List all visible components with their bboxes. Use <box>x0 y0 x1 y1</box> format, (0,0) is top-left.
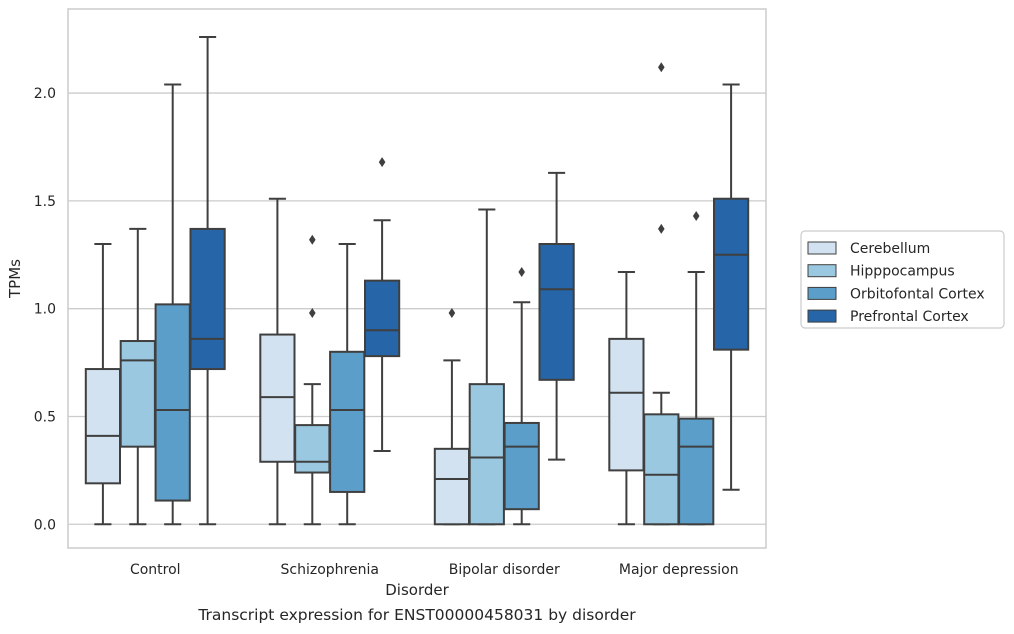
box-prefrontal-cortex <box>538 171 575 461</box>
x-tick-label: Major depression <box>619 562 739 578</box>
box-iqr <box>503 421 540 511</box>
box-orbitofontal-cortex <box>678 210 715 526</box>
y-tick-label: 0.0 <box>34 517 56 533</box>
box-hipppocampus <box>119 227 156 526</box>
x-tick-label: Schizophrenia <box>281 562 379 578</box>
box-iqr <box>538 243 575 381</box>
box-iqr <box>119 340 156 448</box>
box-iqr <box>294 424 331 474</box>
legend-swatch <box>807 241 837 255</box>
y-axis-label: TPMs <box>6 259 24 299</box>
legend-label: Hipppocampus <box>850 264 955 280</box>
legend-frame <box>800 230 1005 329</box>
box-prefrontal-cortex <box>189 36 226 526</box>
legend-label: Cerebellum <box>850 241 930 257</box>
outlier-point <box>518 267 525 278</box>
box-iqr <box>608 337 645 472</box>
box-cerebellum <box>84 243 122 526</box>
outlier-point <box>658 62 665 73</box>
y-tick-label: 0.5 <box>34 409 56 425</box>
y-tick-labels: 0.0 0.5 1.0 1.5 2.0 <box>34 86 56 533</box>
legend-swatch <box>807 309 837 323</box>
box-iqr <box>363 279 401 358</box>
box-hipppocampus <box>643 62 680 526</box>
outlier-point <box>309 234 316 245</box>
box-cerebellum <box>608 271 645 526</box>
x-tick-label: Control <box>130 562 181 578</box>
x-tick-label: Bipolar disorder <box>449 562 560 578</box>
box-iqr <box>329 350 366 493</box>
box-iqr <box>678 417 715 526</box>
box-prefrontal-cortex <box>363 157 401 452</box>
legend-swatch <box>807 286 837 300</box>
figure-caption: Transcript expression for ENST0000045803… <box>198 606 636 624</box>
box-cerebellum <box>259 197 296 526</box>
y-tick-label: 2.0 <box>34 86 56 102</box>
box-iqr <box>643 413 680 526</box>
box-orbitofontal-cortex <box>503 267 540 526</box>
box-hipppocampus <box>294 234 331 526</box>
y-tick-label: 1.0 <box>34 302 56 318</box>
outlier-point <box>692 210 700 221</box>
box-prefrontal-cortex <box>712 83 750 491</box>
legend-label: Prefrontal Cortex <box>850 309 969 325</box>
x-axis-label: Disorder <box>385 581 449 599</box>
outlier-point <box>448 307 456 318</box>
box-iqr <box>712 197 750 351</box>
legend: Cerebellum Hipppocampus Orbitofontal Corte… <box>800 230 1005 329</box>
y-tick-label: 1.5 <box>34 194 56 210</box>
box-orbitofontal-cortex <box>329 243 366 526</box>
outlier-point <box>658 223 665 234</box>
box-iqr <box>468 383 505 526</box>
legend-swatch <box>807 264 837 278</box>
box-iqr <box>259 333 296 463</box>
box-hipppocampus <box>468 208 505 526</box>
outlier-point <box>309 307 316 318</box>
box-orbitofontal-cortex <box>154 83 191 526</box>
x-tick-labels: Control Schizophrenia Bipolar disorder Majo… <box>130 562 739 578</box>
box-iqr <box>433 447 471 526</box>
outlier-point <box>378 157 386 168</box>
boxes <box>84 36 750 526</box>
box-iqr <box>84 368 122 485</box>
legend-label: Orbitofontal Cortex <box>850 286 985 302</box>
box-iqr <box>189 227 226 371</box>
plot-area-frame <box>67 8 767 549</box>
box-iqr <box>154 303 191 502</box>
